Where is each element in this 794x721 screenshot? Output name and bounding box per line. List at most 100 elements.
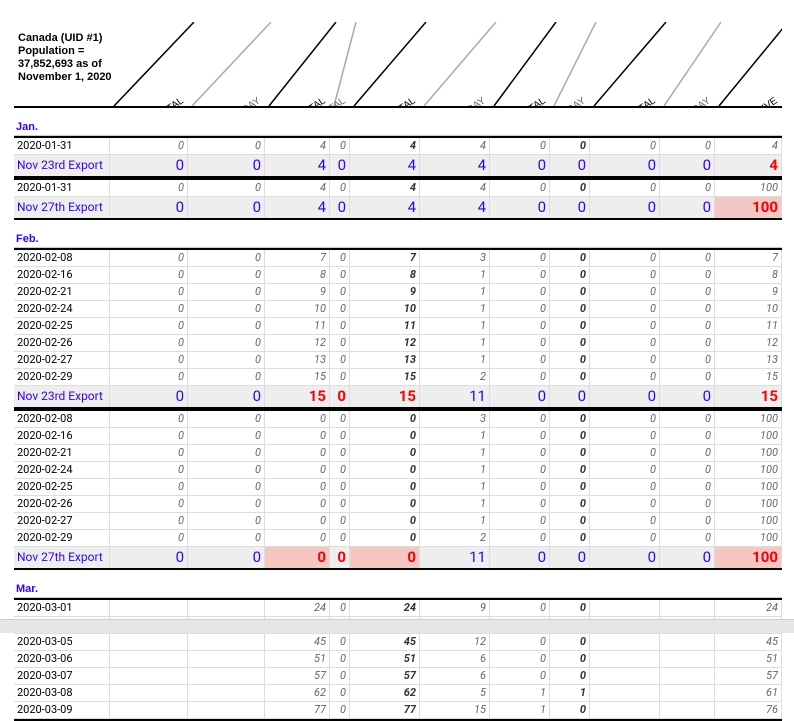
value-cell: 0 [490, 301, 550, 317]
value-cell: 57 [715, 668, 782, 684]
value-cell: 0 [330, 428, 350, 444]
value-cell: 0 [660, 496, 715, 512]
value-cell: 51 [715, 651, 782, 667]
value-cell: 0 [590, 250, 660, 266]
value-cell: 0 [590, 513, 660, 529]
value-cell: 0 [550, 479, 590, 495]
export-value: 0 [265, 547, 330, 568]
value-cell: 0 [550, 702, 590, 718]
value-cell: 0 [550, 530, 590, 546]
value-cell: 76 [715, 702, 782, 718]
value-cell: 12 [265, 335, 330, 351]
value-cell: 61 [715, 685, 782, 701]
data-row: 2020-03-09 77 0 77 15 1 0 76 [14, 702, 782, 719]
value-cell: 0 [660, 301, 715, 317]
value-cell: 1 [420, 513, 490, 529]
data-row: 2020-02-29 0 0 0 0 0 2 0 0 0 0 100 [14, 530, 782, 547]
value-cell: 45 [265, 634, 330, 650]
column-header: # tested TOTAL [122, 95, 186, 106]
header-divider [113, 22, 195, 106]
header-divider [268, 22, 337, 106]
value-cell: 24 [265, 600, 330, 616]
value-cell: 0 [490, 462, 550, 478]
value-cell [590, 600, 660, 616]
data-row: 2020-02-16 0 0 0 0 0 1 0 0 0 0 100 [14, 428, 782, 445]
value-cell: 24 [715, 600, 782, 616]
export-value: 15 [265, 386, 330, 407]
value-cell: 0 [110, 479, 188, 495]
value-cell [110, 685, 188, 701]
date-cell: 2020-02-27 [14, 352, 110, 368]
value-cell: 0 [265, 462, 330, 478]
value-cell: 0 [660, 284, 715, 300]
date-cell: 2020-02-29 [14, 530, 110, 546]
value-cell: 0 [330, 634, 350, 650]
header-divider [593, 22, 667, 106]
value-cell: 0 [188, 496, 265, 512]
export-value: 0 [490, 386, 550, 407]
value-cell: 0 [660, 513, 715, 529]
value-cell: 0 [330, 267, 350, 283]
value-cell: 0 [660, 318, 715, 334]
block: 2020-03-0124024900242020-03-033303390033… [14, 598, 782, 721]
value-cell: 15 [715, 369, 782, 385]
section-label: Mar. [14, 582, 782, 598]
value-cell: 0 [330, 250, 350, 266]
export-value: 0 [660, 547, 715, 568]
value-cell: 0 [265, 513, 330, 529]
value-cell: 1 [420, 335, 490, 351]
value-cell: 0 [490, 180, 550, 196]
value-cell: 2 [420, 530, 490, 546]
value-cell: 0 [330, 600, 350, 616]
value-cell: 0 [550, 411, 590, 427]
export-value: 4 [350, 155, 420, 176]
value-cell: 0 [590, 284, 660, 300]
value-cell: 0 [110, 445, 188, 461]
value-cell: 11 [350, 318, 420, 334]
value-cell: 13 [715, 352, 782, 368]
value-cell: 0 [110, 462, 188, 478]
date-cell: 2020-02-16 [14, 267, 110, 283]
value-cell: 0 [330, 411, 350, 427]
value-cell: 0 [330, 651, 350, 667]
block: 2020-01-31 0 0 4 0 4 4 0 0 0 0 4 Nov 23rd Export 0 0 4 0… [14, 136, 782, 178]
value-cell: 100 [715, 530, 782, 546]
export-row: Nov 27th Export 0 0 0 0 0 11 0 0 0 0 100 [14, 547, 782, 568]
value-cell: 9 [715, 284, 782, 300]
header-divider [553, 22, 597, 106]
column-header: # deaths TOTAL [482, 95, 548, 106]
value-cell: 0 [660, 428, 715, 444]
data-row: 2020-03-01 24 0 24 9 0 0 24 [14, 600, 782, 617]
export-value: 0 [330, 547, 350, 568]
data-row: 2020-03-06 51 0 51 6 0 0 51 [14, 651, 782, 668]
value-cell [590, 668, 660, 684]
export-value: 0 [490, 155, 550, 176]
value-cell: 0 [490, 445, 550, 461]
value-cell: 13 [350, 352, 420, 368]
column-header: # tested TODAY [198, 95, 263, 106]
value-cell: 0 [550, 668, 590, 684]
value-cell: 24 [350, 600, 420, 616]
export-row: Nov 27th Export 0 0 4 0 4 4 0 0 0 0 100 [14, 197, 782, 218]
date-cell: 2020-02-16 [14, 428, 110, 444]
value-cell: 0 [188, 428, 265, 444]
value-cell: 0 [490, 496, 550, 512]
value-cell: 0 [660, 352, 715, 368]
export-value: 0 [110, 197, 188, 218]
date-cell: 2020-02-26 [14, 496, 110, 512]
export-value: 0 [110, 547, 188, 568]
export-value: 0 [330, 386, 350, 407]
value-cell: 0 [330, 513, 350, 529]
export-value: 0 [188, 386, 265, 407]
value-cell: 4 [265, 138, 330, 154]
export-value: 0 [590, 386, 660, 407]
value-cell: 0 [590, 411, 660, 427]
value-cell: 0 [490, 369, 550, 385]
value-cell: 11 [715, 318, 782, 334]
data-row: 2020-02-29 0 0 15 0 15 2 0 0 0 0 15 [14, 369, 782, 386]
date-cell: 2020-02-25 [14, 318, 110, 334]
date-cell: 2020-03-01 [14, 600, 110, 616]
value-cell: 45 [715, 634, 782, 650]
value-cell: 0 [188, 369, 265, 385]
data-row: 2020-02-25 0 0 0 0 0 1 0 0 0 0 100 [14, 479, 782, 496]
